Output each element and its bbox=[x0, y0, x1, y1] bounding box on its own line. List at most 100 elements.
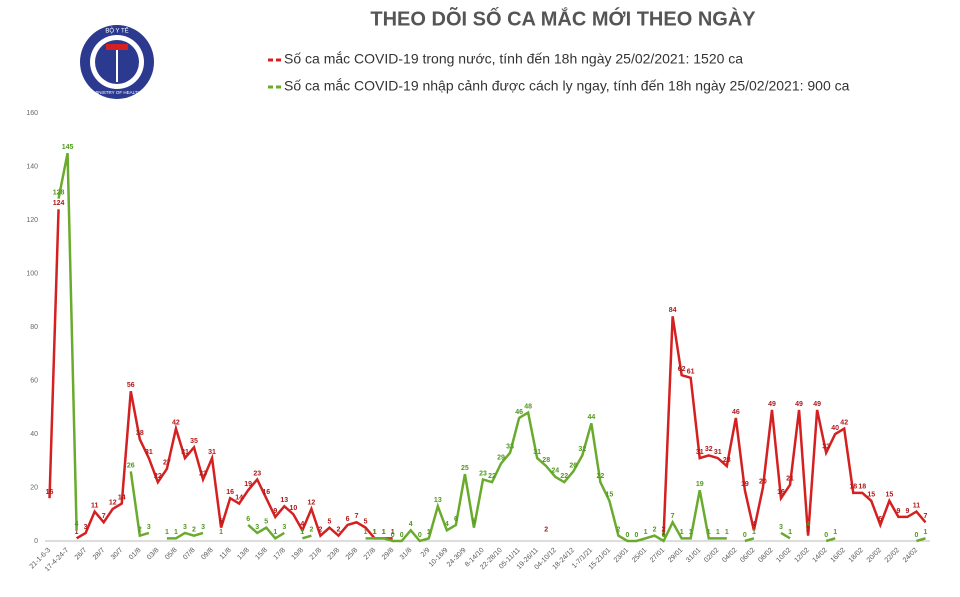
data-label: 7 bbox=[924, 513, 928, 520]
data-label: 11 bbox=[913, 502, 921, 509]
data-label: 5 bbox=[364, 518, 368, 525]
data-label: 2 bbox=[337, 526, 341, 533]
data-label: 9 bbox=[896, 508, 900, 515]
data-label: 46 bbox=[732, 409, 740, 416]
logo-cross bbox=[106, 44, 128, 50]
data-label: 2 bbox=[318, 526, 322, 533]
data-label: 42 bbox=[840, 419, 848, 426]
data-label: 1 bbox=[427, 529, 431, 536]
data-label: 1 bbox=[165, 529, 169, 536]
data-label: 32 bbox=[578, 446, 586, 453]
data-label: 44 bbox=[587, 414, 595, 421]
data-label: 3 bbox=[282, 524, 286, 531]
data-label: 0 bbox=[824, 532, 828, 539]
data-label: 5 bbox=[219, 518, 223, 525]
data-label: 1 bbox=[707, 529, 711, 536]
data-label: 3 bbox=[183, 524, 187, 531]
data-label: 1 bbox=[644, 529, 648, 536]
data-label: 3 bbox=[201, 524, 205, 531]
data-label: 49 bbox=[795, 401, 803, 408]
y-tick-label: 60 bbox=[30, 377, 38, 384]
data-label: 24 bbox=[551, 468, 559, 475]
data-label: 6 bbox=[346, 516, 350, 523]
data-label: 22 bbox=[596, 473, 604, 480]
data-label: 124 bbox=[53, 200, 65, 207]
x-tick-label: 2/9 bbox=[420, 547, 432, 559]
data-label: 26 bbox=[127, 462, 135, 469]
data-label: 4 bbox=[75, 521, 79, 528]
data-label: 2 bbox=[192, 526, 196, 533]
y-tick-label: 120 bbox=[26, 217, 38, 224]
data-label: 23 bbox=[479, 470, 487, 477]
data-label: 19 bbox=[741, 481, 749, 488]
data-label: 1 bbox=[174, 529, 178, 536]
legend-label: Số ca mắc COVID-19 nhập cảnh được cách l… bbox=[284, 78, 850, 94]
data-label: 12 bbox=[109, 500, 117, 507]
data-label: 31 bbox=[145, 449, 153, 456]
data-label: 1 bbox=[833, 529, 837, 536]
data-label: 49 bbox=[768, 401, 776, 408]
data-label: 23 bbox=[199, 470, 207, 477]
data-label: 1 bbox=[373, 529, 377, 536]
data-label: 14 bbox=[235, 494, 243, 501]
data-label: 26 bbox=[569, 462, 577, 469]
data-label: 48 bbox=[524, 403, 532, 410]
data-label: 61 bbox=[687, 369, 695, 376]
data-label: 1 bbox=[382, 529, 386, 536]
data-label: 3 bbox=[147, 524, 151, 531]
data-label: 1 bbox=[364, 529, 368, 536]
data-label: 22 bbox=[560, 473, 568, 480]
data-label: 0 bbox=[743, 532, 747, 539]
logo-text: BỘ Y TẾ bbox=[105, 28, 128, 35]
data-label: 49 bbox=[813, 401, 821, 408]
data-label: 84 bbox=[669, 307, 677, 314]
data-label: 2 bbox=[138, 526, 142, 533]
data-label: 21 bbox=[786, 476, 794, 483]
data-label: 22 bbox=[488, 473, 496, 480]
data-label: 9 bbox=[273, 508, 277, 515]
data-label: 12 bbox=[308, 500, 316, 507]
data-label: 0 bbox=[391, 532, 395, 539]
data-label: 1 bbox=[427, 529, 431, 536]
data-label: 4 bbox=[300, 521, 304, 528]
y-tick-label: 80 bbox=[30, 324, 38, 331]
series-line bbox=[48, 209, 927, 540]
y-tick-label: 100 bbox=[26, 270, 38, 277]
y-tick-label: 140 bbox=[26, 163, 38, 170]
data-label: 1 bbox=[689, 529, 693, 536]
y-tick-label: 40 bbox=[30, 431, 38, 438]
data-label: 5 bbox=[472, 518, 476, 525]
data-label: 46 bbox=[515, 409, 523, 416]
data-label: 1 bbox=[373, 529, 377, 536]
data-label: 9 bbox=[905, 508, 909, 515]
data-label: 2 bbox=[806, 526, 810, 533]
data-label: 27 bbox=[163, 460, 171, 467]
data-label: 29 bbox=[497, 454, 505, 461]
data-label: 5 bbox=[264, 518, 268, 525]
data-label: 3 bbox=[84, 524, 88, 531]
data-label: 2 bbox=[662, 526, 666, 533]
data-label: 3 bbox=[779, 524, 783, 531]
data-label: 31 bbox=[696, 449, 704, 456]
data-label: 16 bbox=[226, 489, 234, 496]
data-label: 7 bbox=[671, 513, 675, 520]
data-label: 2 bbox=[544, 526, 548, 533]
data-label: 13 bbox=[434, 497, 442, 504]
data-label: 19 bbox=[696, 481, 704, 488]
data-label: 42 bbox=[172, 419, 180, 426]
data-label: 6 bbox=[454, 516, 458, 523]
series-line bbox=[57, 152, 926, 543]
data-label: 18 bbox=[858, 484, 866, 491]
data-label: 7 bbox=[102, 513, 106, 520]
data-label: 22 bbox=[154, 473, 162, 480]
data-label: 15 bbox=[885, 492, 893, 499]
data-label: 11 bbox=[91, 502, 99, 509]
data-label: 33 bbox=[822, 444, 830, 451]
data-label: 1 bbox=[716, 529, 720, 536]
data-label: 1 bbox=[752, 529, 756, 536]
data-label: 0 bbox=[662, 532, 666, 539]
data-label: 2 bbox=[616, 526, 620, 533]
data-label: 2 bbox=[309, 526, 313, 533]
data-label: 62 bbox=[678, 366, 686, 373]
